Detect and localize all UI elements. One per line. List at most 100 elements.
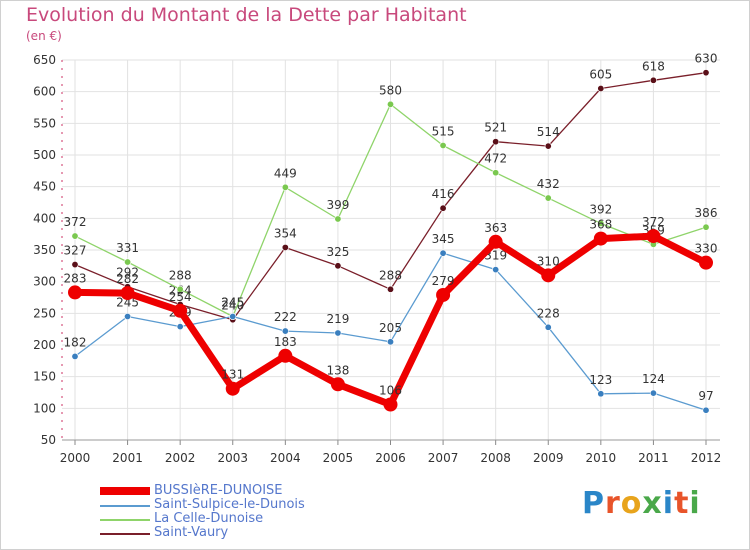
data-point	[593, 231, 608, 246]
data-point	[173, 303, 188, 318]
legend-label: BUSSIèRE-DUNOISE	[154, 483, 283, 498]
data-point	[124, 258, 132, 266]
data-point	[281, 183, 289, 191]
data-point	[702, 406, 710, 414]
data-point	[71, 352, 79, 360]
data-point	[386, 285, 394, 293]
y-tick-label: 100	[33, 401, 56, 415]
y-tick-label: 400	[33, 211, 56, 225]
data-label: 279	[432, 274, 455, 288]
x-tick-label: 2005	[323, 451, 354, 465]
legend-label: La Celle-Dunoise	[154, 511, 264, 526]
x-tick-label: 2011	[638, 451, 669, 465]
data-point	[702, 223, 710, 231]
y-tick-label: 450	[33, 180, 56, 194]
data-label: 219	[326, 312, 349, 326]
data-point	[597, 85, 605, 93]
proxiti-logo: Proxiti	[582, 486, 701, 521]
data-label: 106	[379, 384, 402, 398]
data-label: 288	[379, 268, 402, 282]
data-label: 325	[326, 245, 349, 259]
data-label: 131	[221, 368, 244, 382]
data-point	[649, 389, 657, 397]
x-tick-label: 2008	[480, 451, 511, 465]
x-tick-label: 2004	[270, 451, 301, 465]
x-tick-label: 2007	[428, 451, 459, 465]
data-label: 514	[537, 125, 560, 139]
data-label: 310	[537, 254, 560, 268]
legend-swatch	[100, 533, 150, 535]
data-point	[492, 138, 500, 146]
legend-swatch	[100, 519, 150, 521]
x-tick-label: 2002	[165, 451, 196, 465]
y-tick-label: 500	[33, 148, 56, 162]
logo-letter: t	[674, 486, 690, 521]
data-point	[597, 219, 605, 227]
logo-letter: o	[620, 486, 643, 521]
data-point	[225, 381, 240, 396]
data-point	[334, 262, 342, 270]
data-point	[330, 377, 345, 392]
data-label: 245	[116, 296, 139, 310]
data-point	[597, 390, 605, 398]
data-point	[702, 69, 710, 77]
data-point	[229, 312, 237, 320]
y-tick-label: 300	[33, 275, 56, 289]
x-tick-label: 2000	[60, 451, 91, 465]
data-label: 515	[432, 125, 455, 139]
data-label: 345	[432, 232, 455, 246]
data-point	[492, 266, 500, 274]
chart-title: Evolution du Montant de la Dette par Hab…	[26, 4, 467, 26]
data-point	[439, 142, 447, 150]
data-point	[281, 327, 289, 335]
y-tick-label: 50	[41, 433, 56, 447]
data-point	[492, 169, 500, 177]
data-label: 327	[64, 244, 87, 258]
y-tick-label: 250	[33, 306, 56, 320]
data-label: 183	[274, 335, 297, 349]
data-label: 354	[274, 226, 297, 240]
x-tick-label: 2006	[375, 451, 406, 465]
data-point	[439, 204, 447, 212]
data-label: 472	[484, 152, 507, 166]
x-tick-label: 2009	[533, 451, 564, 465]
data-label: 372	[642, 215, 665, 229]
data-point	[386, 338, 394, 346]
x-tick-label: 2001	[112, 451, 143, 465]
data-point	[383, 397, 398, 412]
data-label: 368	[589, 218, 612, 232]
data-label: 124	[642, 372, 665, 386]
data-point	[71, 261, 79, 269]
logo-letter: r	[605, 486, 621, 521]
data-point	[120, 286, 135, 301]
y-tick-label: 200	[33, 338, 56, 352]
data-label: 283	[64, 271, 87, 285]
data-label: 245	[221, 296, 244, 310]
data-label: 292	[116, 266, 139, 280]
logo-letter: i	[689, 486, 701, 521]
data-point	[176, 285, 184, 293]
data-point	[699, 255, 713, 270]
data-point	[541, 268, 556, 283]
y-tick-label: 150	[33, 370, 56, 384]
x-tick-label: 2003	[217, 451, 248, 465]
data-point	[436, 287, 451, 302]
data-label: 392	[589, 202, 612, 216]
chart-unit-label: (en €)	[26, 29, 62, 43]
x-tick-label: 2012	[691, 451, 722, 465]
data-point	[544, 323, 552, 331]
data-point	[334, 329, 342, 337]
data-label: 282	[116, 272, 139, 286]
data-label: 138	[326, 363, 349, 377]
data-label: 605	[589, 68, 612, 82]
data-label: 432	[537, 177, 560, 191]
legend-swatch	[100, 505, 150, 507]
x-tick-label: 2010	[586, 451, 617, 465]
data-point	[124, 312, 132, 320]
legend-swatch	[100, 487, 150, 495]
data-label: 245	[221, 296, 244, 310]
data-point	[649, 76, 657, 84]
data-label: 228	[537, 306, 560, 320]
y-tick-label: 550	[33, 116, 56, 130]
legend-label: Saint-Sulpice-le-Dunois	[154, 497, 305, 512]
